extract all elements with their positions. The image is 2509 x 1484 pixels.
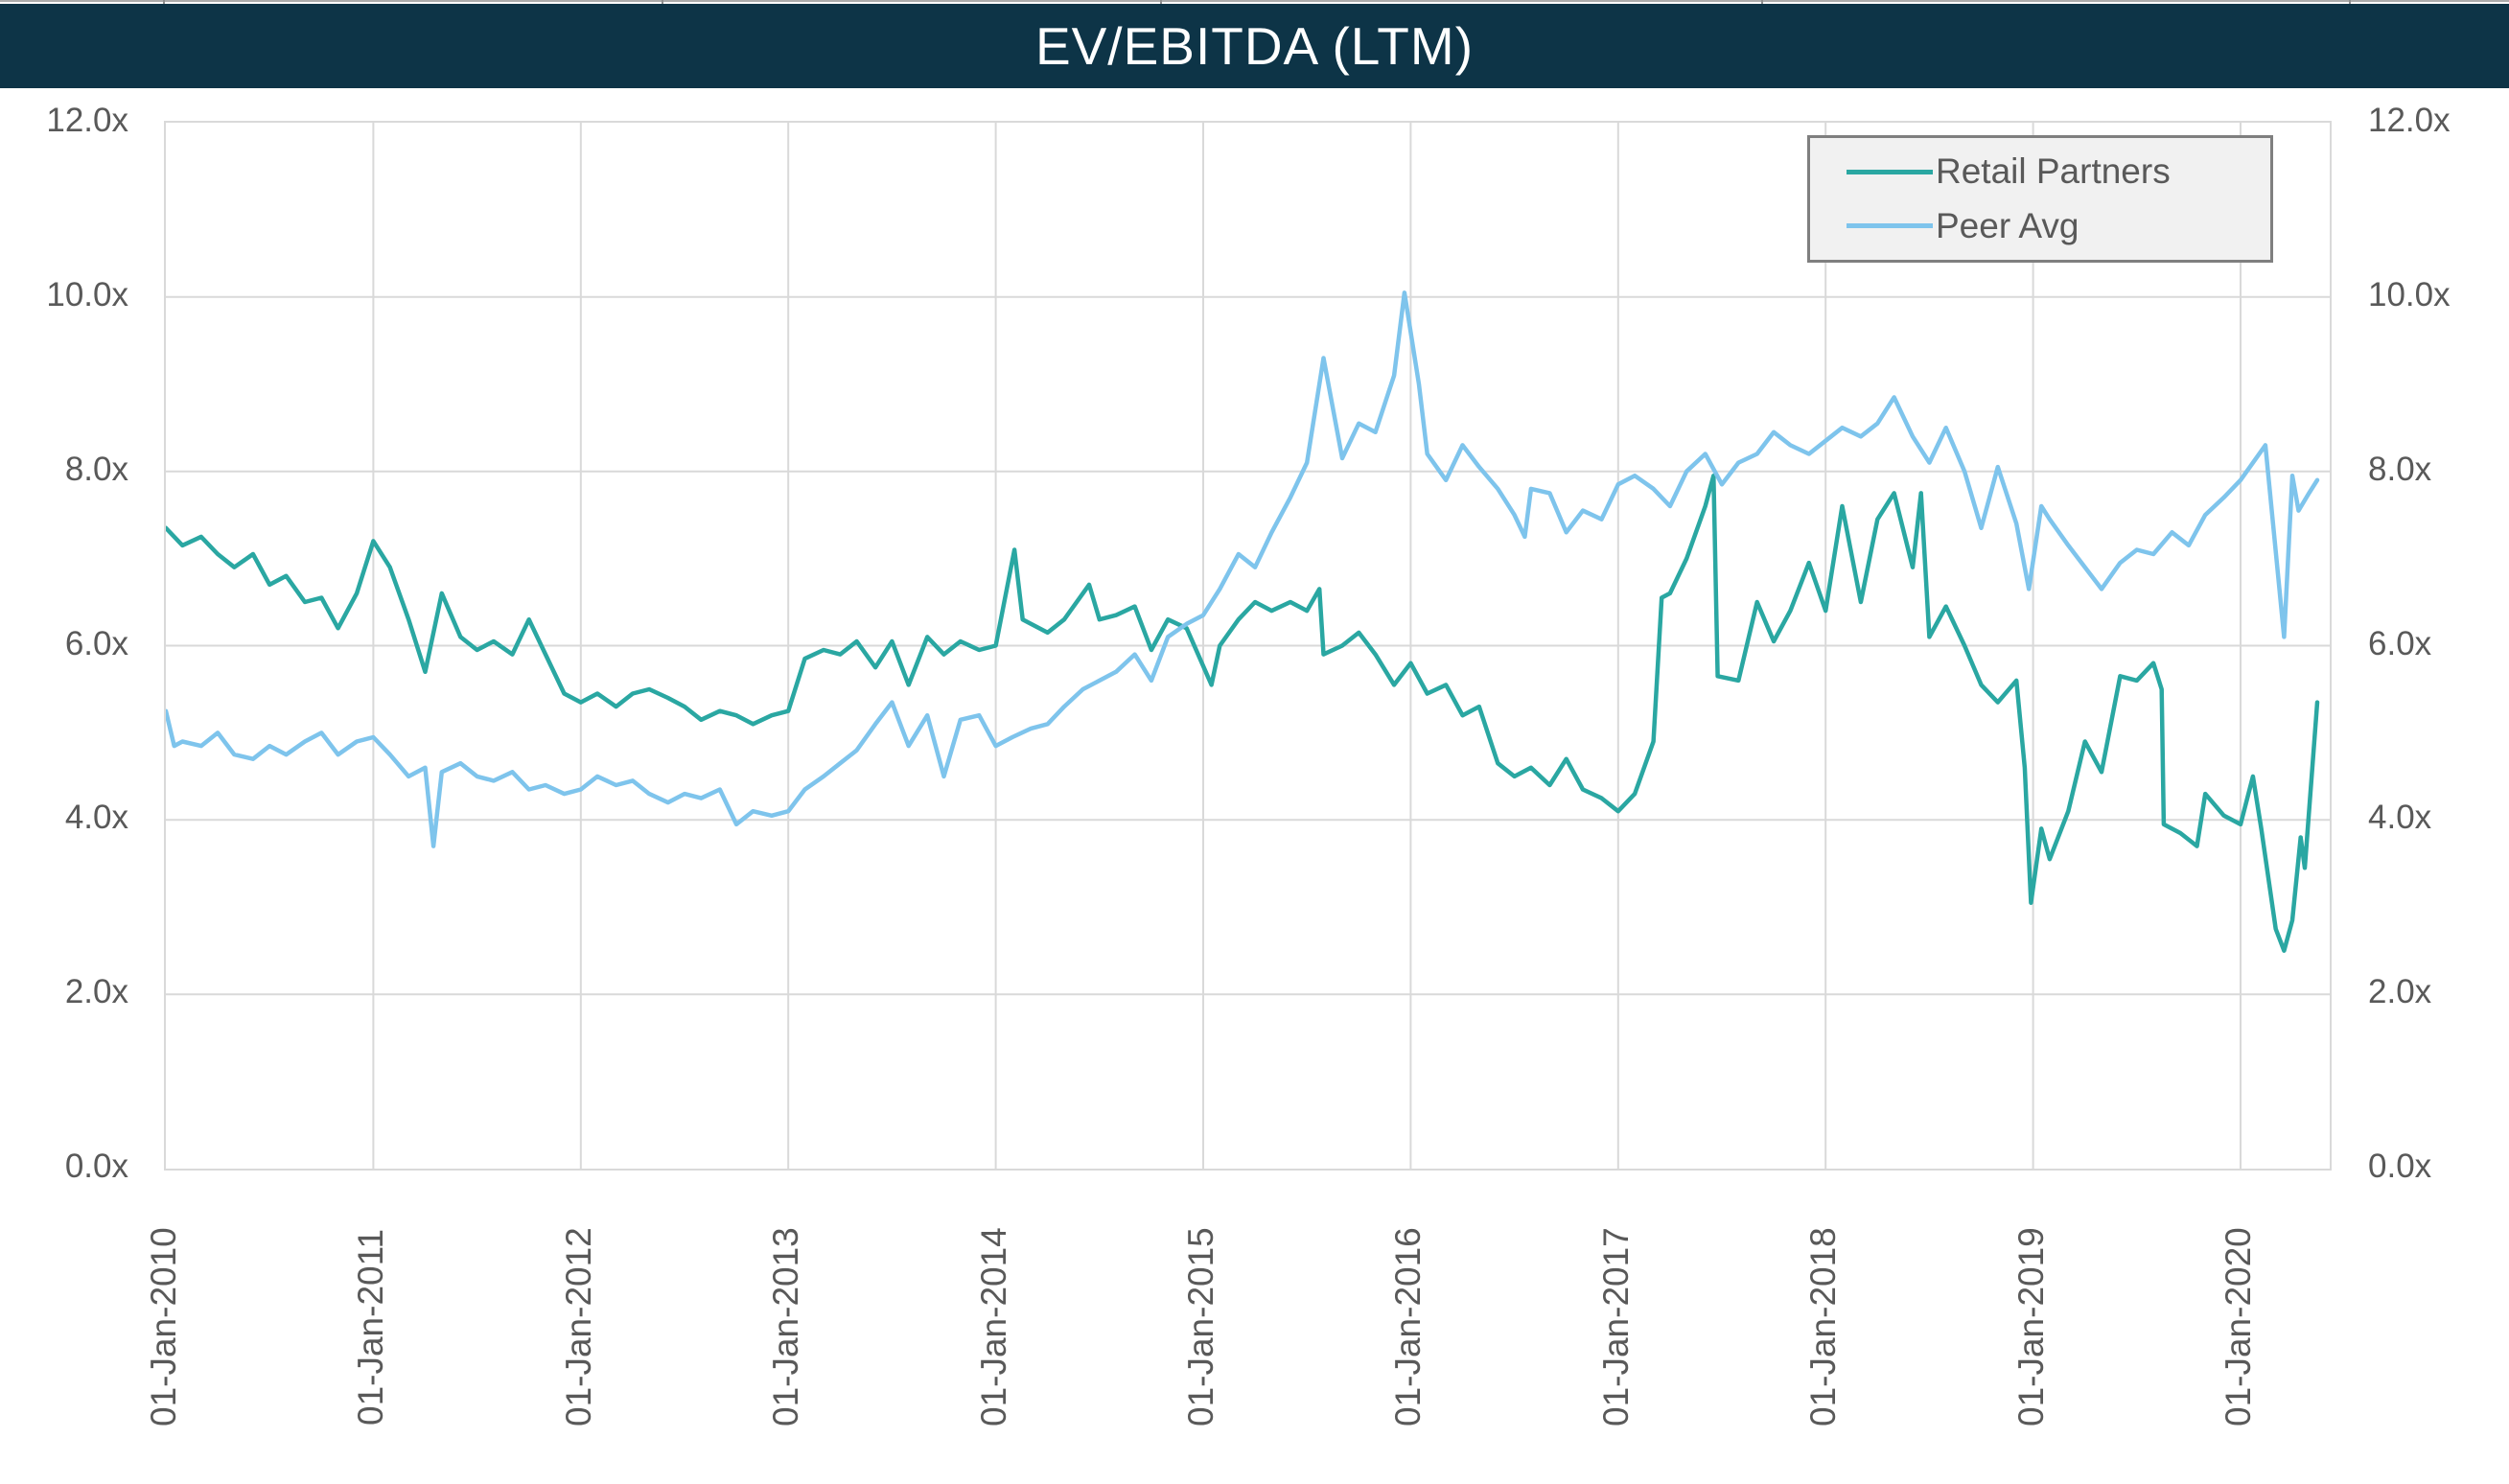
x-tick-label: 01-Jan-2014	[974, 1227, 1013, 1426]
series-line-retail-partners	[166, 473, 2320, 953]
legend-line-sample-retail-partners	[1847, 169, 1933, 174]
y-tick-label-left: 6.0x	[64, 625, 128, 662]
plot-area	[164, 121, 2332, 1171]
y-tick-label-right: 12.0x	[2368, 102, 2451, 139]
y-tick-label-left: 8.0x	[64, 451, 128, 488]
chart-title: EV/EBITDA (LTM)	[1034, 16, 1475, 76]
y-tick-label-left: 4.0x	[64, 799, 128, 836]
spreadsheet-cell-tick	[662, 0, 663, 6]
spreadsheet-cell-tick	[1761, 0, 1763, 6]
legend: Retail Partners Peer Avg	[1807, 135, 2273, 263]
y-tick-label-right: 6.0x	[2368, 625, 2432, 662]
x-tick-label: 01-Jan-2017	[1596, 1227, 1636, 1426]
x-tick-label: 01-Jan-2010	[144, 1227, 183, 1426]
y-tick-label-left: 0.0x	[64, 1148, 128, 1185]
y-tick-label-right: 10.0x	[2368, 276, 2451, 313]
x-tick-label: 01-Jan-2020	[2219, 1227, 2258, 1426]
series-layer	[166, 290, 2320, 953]
x-tick-label: 01-Jan-2012	[559, 1227, 598, 1426]
legend-line-sample-peer-avg	[1847, 223, 1933, 229]
series-line-peer-avg	[166, 290, 2320, 848]
legend-label-retail-partners: Retail Partners	[1936, 151, 2171, 192]
y-tick-label-right: 0.0x	[2368, 1148, 2432, 1185]
legend-item-retail-partners: Retail Partners	[1847, 151, 2270, 192]
y-tick-label-left: 10.0x	[46, 276, 128, 313]
y-tick-label-left: 12.0x	[46, 102, 128, 139]
chart-title-bar: EV/EBITDA (LTM)	[0, 4, 2509, 88]
x-tick-label: 01-Jan-2013	[766, 1227, 805, 1426]
x-tick-label: 01-Jan-2015	[1181, 1227, 1220, 1426]
y-tick-label-right: 2.0x	[2368, 973, 2432, 1010]
legend-item-peer-avg: Peer Avg	[1847, 206, 2270, 246]
x-tick-label: 01-Jan-2011	[351, 1228, 390, 1426]
spreadsheet-cell-tick	[1160, 0, 1162, 6]
spreadsheet-cell-tick	[163, 0, 165, 6]
spreadsheet-top-border	[0, 0, 2509, 2]
x-tick-label: 01-Jan-2019	[2011, 1227, 2051, 1426]
y-tick-label-right: 8.0x	[2368, 451, 2432, 488]
y-tick-label-left: 2.0x	[64, 973, 128, 1010]
spreadsheet-cell-tick	[2349, 0, 2351, 6]
x-tick-label: 01-Jan-2016	[1388, 1227, 1428, 1426]
y-tick-label-right: 4.0x	[2368, 799, 2432, 836]
x-tick-label: 01-Jan-2018	[1803, 1227, 1843, 1426]
legend-label-peer-avg: Peer Avg	[1936, 205, 2079, 245]
